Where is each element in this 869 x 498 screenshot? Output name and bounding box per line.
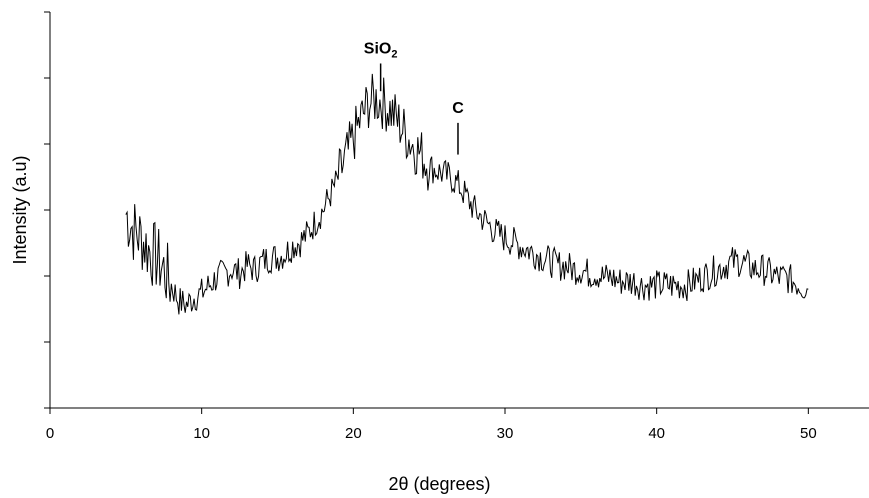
x-tick-label: 40 xyxy=(648,425,665,442)
annotation-label: SiO2 xyxy=(364,40,398,60)
x-tick-label: 0 xyxy=(46,425,54,442)
x-tick-label: 20 xyxy=(345,425,362,442)
y-ticks xyxy=(44,11,50,409)
series-line xyxy=(125,73,809,315)
y-axis-label: Intensity (a.u) xyxy=(10,155,30,264)
annotation-label: C xyxy=(452,100,464,117)
axes xyxy=(49,12,869,409)
annotation-subscript: 2 xyxy=(391,48,397,60)
x-tick-label: 50 xyxy=(800,425,817,442)
x-tick-label: 30 xyxy=(497,425,514,442)
annotations: SiO2 C xyxy=(364,40,464,155)
plot-area xyxy=(125,73,809,315)
x-tick-label: 10 xyxy=(193,425,210,442)
x-ticks: 0 10 20 30 40 50 xyxy=(46,408,817,442)
x-axis-label: 2θ (degrees) xyxy=(388,474,490,494)
